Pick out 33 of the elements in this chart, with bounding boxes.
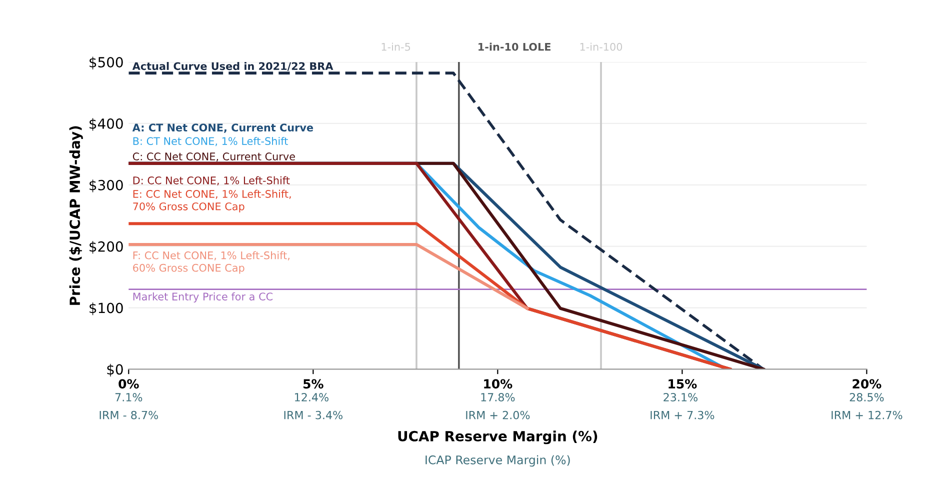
text: IRM + 7.3%	[650, 410, 714, 420]
series-label: B: CT Net CONE, 1% Left-Shift	[133, 136, 288, 146]
series-label: Actual Curve Used in 2021/22 BRA	[132, 62, 334, 71]
y-tick-label: $100	[90, 302, 123, 316]
x-tick-label: 20%	[852, 379, 882, 389]
x2-tick-label: 23.1%	[664, 393, 698, 402]
y-tick-label: $200	[90, 241, 123, 254]
ref-line-label: 1-in-10 LOLE	[478, 42, 550, 51]
x-tick-label: 0%	[118, 379, 139, 389]
y-tick-label: $400	[90, 118, 123, 131]
x-tick-label: 15%	[668, 379, 697, 389]
y-axis-title: Price ($/UCAP MW-day)	[69, 126, 83, 305]
x2-axis-title: ICAP Reserve Margin (%)	[426, 455, 570, 467]
series-label: F: CC Net CONE, 1% Left-Shift, 60% Gross CONE Cap	[133, 251, 290, 274]
y-tick-label: $500	[90, 56, 123, 70]
ref-line-label: Market Entry Price for a CC	[133, 292, 273, 302]
x2-tick-label: 12.4%	[295, 393, 328, 402]
series-label: C: CC Net CONE, Current Curve	[132, 152, 295, 162]
text: IRM + 2.0%	[466, 410, 530, 420]
text: IRM + 12.7%	[832, 410, 902, 420]
x2-tick-label: 7.1%	[115, 393, 142, 402]
text: IRM - 8.7%	[100, 410, 158, 420]
text: IRM - 3.4%	[284, 410, 342, 420]
x2-tick-label: 28.5%	[850, 393, 884, 402]
series-label: D: CC Net CONE, 1% Left-Shift	[133, 176, 290, 186]
series-label: E: CC Net CONE, 1% Left-Shift, 70% Gross CONE Cap	[133, 190, 291, 212]
x2-tick-label: 17.8%	[481, 393, 515, 402]
y-tick-label: $0	[107, 364, 123, 377]
x-axis-title: UCAP Reserve Margin (%)	[398, 430, 598, 444]
y-tick-label: $300	[90, 180, 123, 192]
x-tick-label: 10%	[484, 379, 512, 389]
x-tick-label: 5%	[304, 379, 324, 389]
text: A: CT Net CONE, Current Curve	[132, 124, 314, 133]
